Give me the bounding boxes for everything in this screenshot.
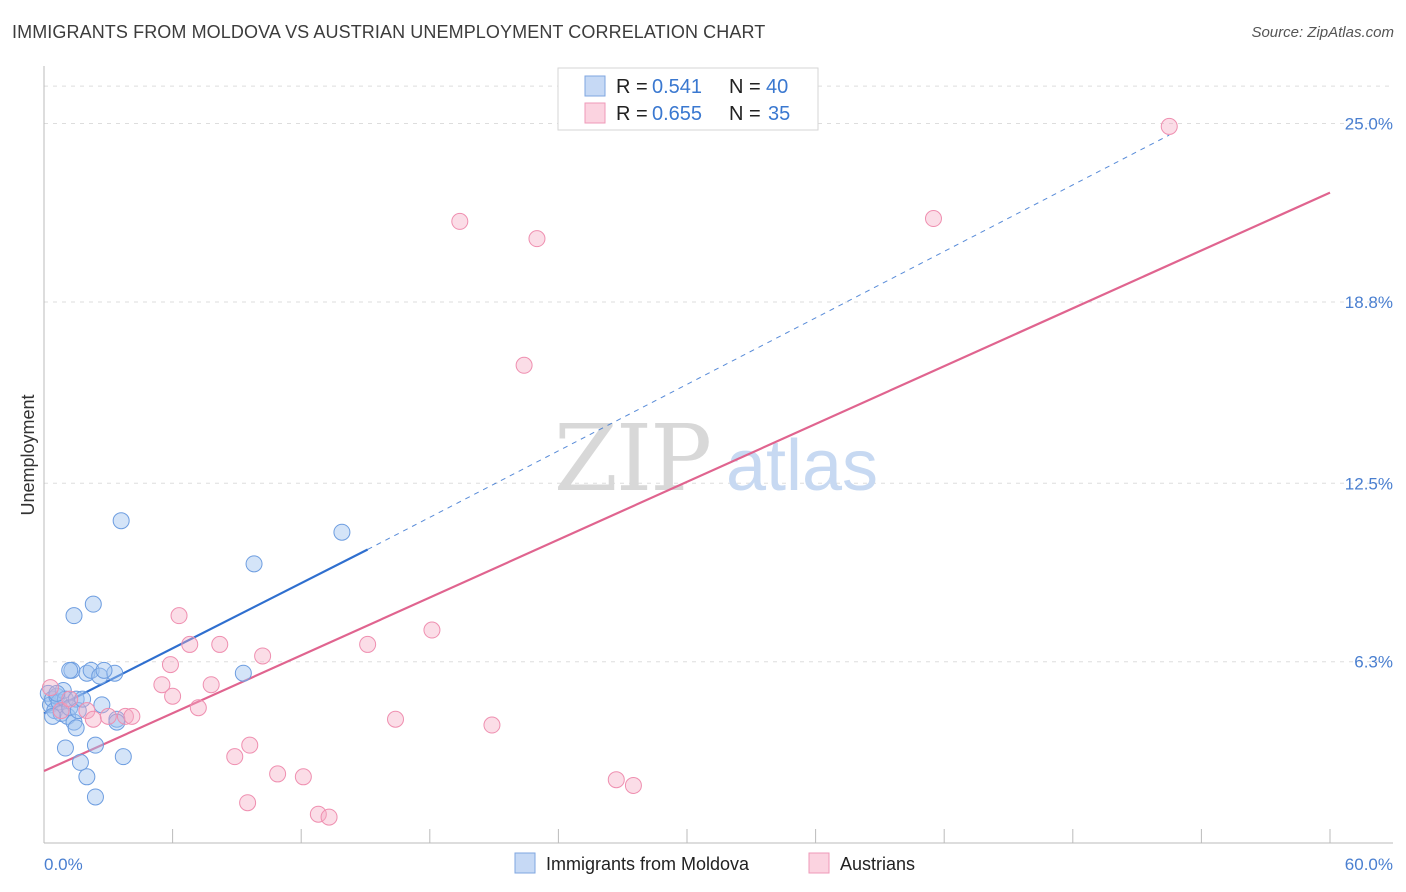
point-moldova: [114, 748, 132, 766]
points-layer: [39, 117, 1178, 826]
point-austrians: [254, 647, 272, 665]
legend-n-value-pink: 35: [768, 103, 790, 125]
point-austrians: [41, 679, 59, 697]
legend-swatch-pink: [584, 102, 606, 124]
point-austrians: [451, 212, 469, 230]
point-austrians: [1160, 117, 1178, 135]
legend-n-value-blue: 40: [766, 76, 788, 98]
point-moldova: [333, 523, 351, 541]
point-moldova: [82, 661, 100, 679]
y-tick-label: 25.0%: [1345, 115, 1393, 134]
legend-n-label-pink: N =: [729, 103, 761, 125]
trend-line-austrians: [43, 191, 1331, 773]
point-austrians: [924, 210, 942, 228]
point-austrians: [359, 635, 377, 653]
point-moldova: [67, 719, 85, 737]
point-moldova: [95, 661, 113, 679]
legend-r-label-pink: R =: [616, 103, 648, 125]
y-tick-label: 6.3%: [1354, 653, 1393, 672]
point-moldova: [234, 664, 252, 682]
axes-layer: [43, 66, 1393, 844]
point-austrians: [153, 676, 171, 694]
chart-source: Source: ZipAtlas.com: [1251, 24, 1394, 41]
point-austrians: [423, 621, 441, 639]
watermark: ZIP atlas: [554, 405, 878, 512]
legend-bottom-label-pink: Austrians: [840, 854, 915, 874]
grid-layer: 6.3% 12.5% 18.8% 25.0%: [44, 85, 1393, 672]
point-moldova: [78, 768, 96, 786]
point-moldova: [86, 788, 104, 806]
point-moldova: [71, 753, 89, 771]
point-austrians: [78, 702, 96, 720]
trend-line-moldova-extension: [367, 134, 1170, 550]
point-austrians: [211, 635, 229, 653]
point-moldova: [84, 595, 102, 613]
point-austrians: [181, 635, 199, 653]
legend-r-value-blue: 0.541: [652, 76, 702, 98]
point-moldova: [106, 664, 124, 682]
point-austrians: [320, 808, 338, 826]
trend-layer: [43, 134, 1331, 773]
chart-title: IMMIGRANTS FROM MOLDOVA VS AUSTRIAN UNEM…: [12, 22, 766, 42]
point-moldova: [86, 736, 104, 754]
point-austrians: [241, 736, 259, 754]
point-austrians: [387, 710, 405, 728]
point-austrians: [239, 794, 257, 812]
legend-n-label-blue: N =: [729, 76, 761, 98]
point-austrians: [269, 765, 287, 783]
point-austrians: [170, 607, 188, 625]
point-austrians: [528, 230, 546, 248]
legend-bottom-label-blue: Immigrants from Moldova: [546, 854, 750, 874]
point-austrians: [164, 687, 182, 705]
point-austrians: [226, 748, 244, 766]
legend-bottom: Immigrants from Moldova Austrians: [514, 852, 915, 874]
point-austrians: [52, 702, 70, 720]
point-austrians: [116, 707, 134, 725]
point-austrians: [294, 768, 312, 786]
y-tick-label: 18.8%: [1345, 293, 1393, 312]
point-moldova: [56, 739, 74, 757]
legend-bottom-swatch-pink: [808, 852, 830, 874]
point-austrians: [624, 776, 642, 794]
point-moldova: [61, 661, 79, 679]
y-tick-label: 12.5%: [1345, 474, 1393, 493]
point-austrians: [607, 771, 625, 789]
legend-bottom-swatch-blue: [514, 852, 536, 874]
point-austrians: [189, 699, 207, 717]
point-austrians: [309, 805, 327, 823]
point-austrians: [161, 656, 179, 674]
x-tick-label-min: 0.0%: [44, 855, 83, 874]
legend-top: R = 0.541 N = 40 R = 0.655 N = 35: [557, 67, 819, 131]
legend-swatch-blue: [584, 75, 606, 97]
watermark-atlas: atlas: [726, 426, 878, 506]
point-moldova: [65, 607, 83, 625]
y-axis-label: Unemployment: [18, 394, 38, 515]
point-austrians: [483, 716, 501, 734]
watermark-zip: ZIP: [554, 405, 710, 512]
point-austrians: [61, 690, 79, 708]
legend-r-value-pink: 0.655: [652, 103, 702, 125]
point-austrians: [84, 710, 102, 728]
point-austrians: [515, 356, 533, 374]
point-moldova: [112, 512, 130, 530]
point-austrians: [202, 676, 220, 694]
point-moldova: [108, 713, 126, 731]
x-tick-label-max: 60.0%: [1345, 855, 1393, 874]
point-moldova: [245, 555, 263, 573]
legend-r-label-blue: R =: [616, 76, 648, 98]
point-austrians: [99, 707, 117, 725]
point-moldova: [44, 707, 62, 725]
point-austrians: [123, 707, 141, 725]
trend-line-moldova: [43, 548, 369, 715]
